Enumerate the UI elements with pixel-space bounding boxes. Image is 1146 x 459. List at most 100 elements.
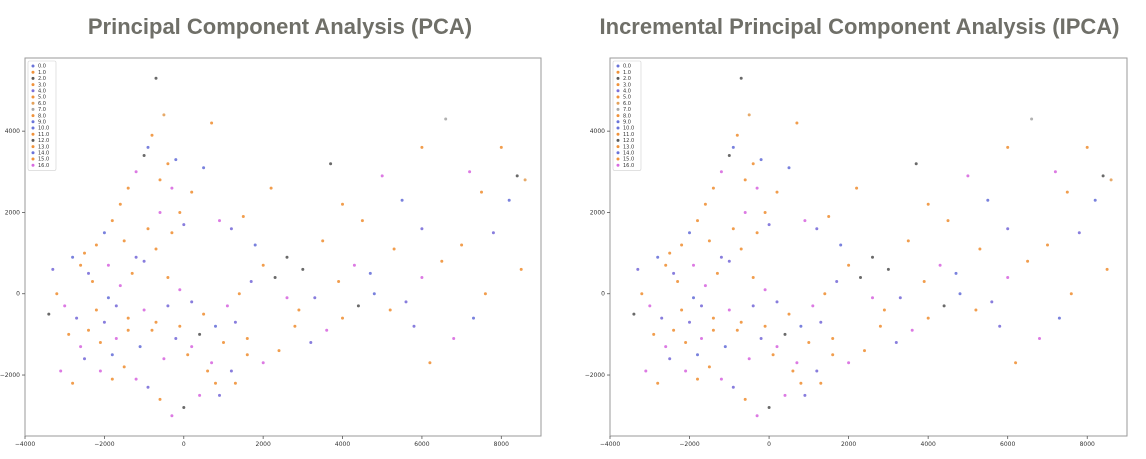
legend-marker [616,83,620,87]
data-point [198,332,202,336]
data-point [313,296,317,300]
data-point [118,202,122,206]
y-tick-label: 4000 [590,128,605,135]
data-point [672,271,676,275]
data-point [325,328,329,332]
data-point [755,186,759,190]
data-point [198,393,202,397]
data-point [225,304,229,308]
legend-marker [616,163,620,167]
data-point [392,247,396,251]
data-point [755,231,759,235]
data-point [882,308,886,312]
data-point [138,345,142,349]
data-point [787,166,791,170]
legend-label: 8.0 [623,113,631,119]
legend-label: 3.0 [623,82,631,88]
data-point [688,231,691,235]
data-point [684,341,688,344]
legend-label: 9.0 [623,120,631,126]
data-point [783,332,787,336]
data-point [926,202,930,206]
data-point [775,345,779,349]
data-point [743,397,747,401]
data-point [126,328,130,332]
pca-panel: Principal Component Analysis (PCA) −4000… [0,0,560,459]
data-point [352,263,356,267]
data-point [412,324,416,328]
data-point [747,357,751,361]
data-point [636,267,640,271]
data-point [106,296,110,300]
data-point [269,186,273,190]
data-point [142,308,146,312]
data-point [47,312,51,316]
data-point [372,292,376,296]
data-point [1085,145,1089,149]
data-point [767,223,771,227]
legend-marker [31,132,35,136]
data-point [507,198,511,202]
data-point [190,345,194,349]
data-point [261,361,265,365]
data-point [142,154,146,157]
data-point [719,377,723,381]
data-point [222,341,225,344]
data-point [715,271,719,275]
pca-chart-title: Principal Component Analysis (PCA) [87,14,473,39]
legend-marker [31,95,35,99]
data-point [178,324,182,328]
data-point [723,345,727,349]
data-point [472,316,475,320]
legend-label: 12.0 [623,138,634,144]
data-point [150,328,154,332]
data-point [954,271,958,275]
legend-marker [616,145,620,149]
data-point [938,263,942,267]
data-point [719,170,723,174]
data-point [696,219,699,223]
data-point [277,349,281,353]
data-point [958,292,962,296]
data-point [731,227,735,231]
data-point [170,231,174,235]
data-point [1053,170,1057,174]
data-point [190,190,194,194]
data-point [759,337,763,340]
data-point [249,280,253,283]
data-point [341,316,344,320]
data-point [71,381,75,385]
data-point [341,202,344,206]
data-point [63,304,67,308]
data-point [178,211,182,214]
data-point [719,255,723,259]
legend-label: 6.0 [38,101,46,107]
data-point [178,288,182,292]
data-point [751,304,755,308]
legend-label: 16.0 [38,163,49,169]
data-point [480,190,483,194]
legend-label: 4.0 [38,89,46,95]
data-point [910,328,914,332]
data-point [360,219,364,223]
data-point [102,231,106,235]
data-point [83,357,86,361]
data-point [190,300,194,304]
data-point [1006,227,1010,231]
data-point [831,353,835,357]
data-point [871,296,874,300]
legend-label: 5.0 [623,95,631,101]
data-point [1069,292,1073,296]
data-point [210,121,214,125]
data-point [771,353,775,357]
data-point [233,381,237,385]
legend-label: 11.0 [38,132,49,138]
legend-label: 13.0 [38,144,49,150]
data-point [162,113,166,117]
legend-marker [616,114,620,118]
data-point [767,406,771,409]
data-point [855,186,859,190]
data-point [142,259,146,263]
data-point [158,178,162,182]
legend-marker [616,107,620,111]
